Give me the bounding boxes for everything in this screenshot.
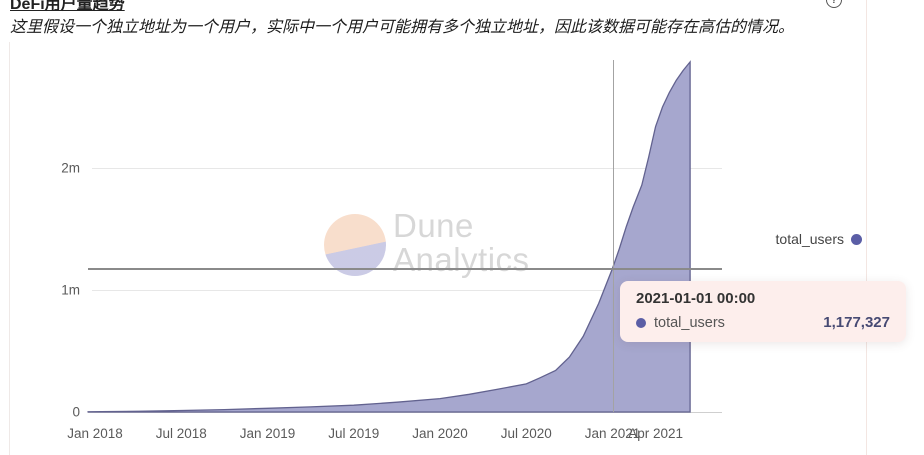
help-icon-glyph: ? (830, 0, 838, 6)
card-border-left (9, 42, 10, 455)
x-axis-label: Jan 2019 (239, 426, 296, 441)
x-axis-label: Jan 2018 (67, 426, 123, 441)
crosshair-horizontal-line (88, 268, 722, 271)
page-subtitle: 这里假设一个独立地址为一个用户，实际中一个用户可能拥有多个独立地址，因此该数据可… (10, 19, 795, 36)
panel-divider-right (866, 0, 867, 455)
chart-tooltip: 2021-01-01 00:00 total_users 1,177,327 (620, 281, 906, 342)
total-users-area (87, 60, 691, 413)
x-axis-label: Jul 2020 (500, 426, 552, 441)
tooltip-series-name: total_users (654, 314, 725, 331)
tooltip-value: 1,177,327 (823, 314, 890, 331)
tooltip-series-row: total_users 1,177,327 (636, 314, 890, 331)
gridline-1m (92, 290, 722, 291)
gridline-2m (92, 168, 722, 169)
tooltip-date: 2021-01-01 00:00 (636, 290, 756, 307)
x-axis-label: Jan 2020 (412, 426, 468, 441)
x-axis-label: Jul 2018 (155, 426, 207, 441)
y-axis-label: 2m (61, 160, 80, 176)
watermark-line2: Analytics (393, 241, 530, 278)
watermark-line1: Dune (393, 207, 474, 244)
legend-dot-icon (851, 233, 862, 245)
x-axis-label: Jul 2019 (328, 426, 380, 441)
watermark-text: Dune Analytics (393, 209, 530, 277)
x-axis-label: Apr 2021 (628, 426, 684, 441)
y-axis-label: 1m (61, 282, 80, 298)
page-title: DeFi用户量趋势 (10, 0, 125, 13)
legend-label: total_users (775, 231, 844, 247)
series-dot-icon (636, 317, 646, 328)
legend-item-total-users[interactable]: total_users (740, 231, 862, 247)
x-axis-label: Jan 2021 (584, 426, 641, 441)
y-axis-label: 0 (72, 404, 80, 420)
crosshair-vertical-line (612, 60, 614, 412)
dune-logo-icon (324, 214, 386, 276)
